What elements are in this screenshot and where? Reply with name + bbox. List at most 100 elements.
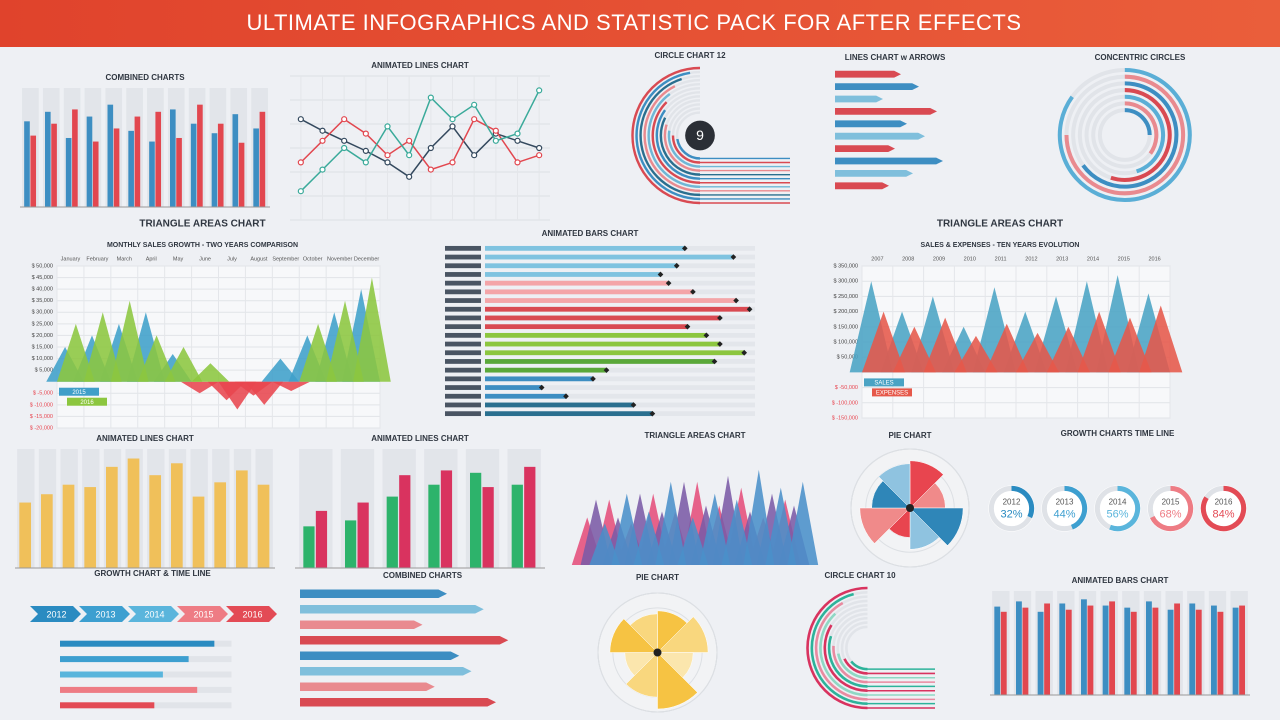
bar-marker bbox=[681, 245, 688, 252]
x-tick-label: May bbox=[173, 256, 184, 262]
point bbox=[384, 123, 391, 130]
arc bbox=[659, 117, 701, 176]
point bbox=[384, 152, 391, 159]
line bbox=[300, 118, 540, 171]
bar-marker bbox=[717, 315, 723, 321]
pie-ring bbox=[597, 592, 718, 713]
chevron-label: 2012 bbox=[46, 609, 66, 619]
panel-title: GROWTH CHARTS TIME LINE bbox=[1061, 429, 1175, 438]
bar bbox=[485, 411, 653, 417]
bar-marker bbox=[717, 341, 723, 347]
bar bbox=[399, 475, 411, 568]
bar bbox=[1016, 601, 1022, 695]
arc bbox=[635, 71, 701, 201]
arrow-bar bbox=[300, 697, 496, 707]
x-tick-label: 2012 bbox=[1025, 256, 1037, 262]
point bbox=[406, 152, 413, 159]
triangle bbox=[83, 312, 122, 382]
legend-tag bbox=[445, 393, 481, 399]
bar-marker bbox=[741, 349, 748, 356]
bar bbox=[482, 487, 494, 568]
bar bbox=[470, 472, 482, 568]
donut-bg bbox=[988, 485, 1035, 532]
bar bbox=[485, 298, 737, 303]
legend-swatch bbox=[864, 378, 904, 387]
y-tick-label: $ 20,000 bbox=[32, 333, 53, 339]
legend-tag bbox=[445, 263, 481, 269]
chevron bbox=[30, 606, 81, 622]
triangle bbox=[611, 493, 643, 565]
arrow-bar bbox=[835, 157, 943, 165]
donut-value: 32% bbox=[1000, 508, 1022, 520]
point bbox=[319, 137, 326, 144]
legend-label: SALES bbox=[874, 380, 893, 386]
header-title: ULTIMATE INFOGRAPHICS AND STATISTIC PACK… bbox=[246, 10, 1021, 35]
bar bbox=[994, 606, 1001, 695]
panel-title: TRIANGLE AREAS CHART bbox=[644, 431, 745, 440]
bar bbox=[485, 272, 661, 277]
triangle bbox=[218, 381, 257, 410]
bar-track bbox=[485, 385, 755, 390]
bar bbox=[60, 671, 163, 678]
panel-title: COMBINED CHARTS bbox=[383, 571, 463, 580]
bar bbox=[149, 141, 155, 207]
arc bbox=[832, 645, 868, 684]
triangle bbox=[245, 381, 284, 405]
y-tick-label: $ 50,000 bbox=[837, 355, 858, 361]
bar-marker bbox=[563, 393, 569, 400]
point bbox=[384, 159, 391, 166]
bar bbox=[45, 111, 51, 207]
donut-year: 2014 bbox=[1109, 498, 1127, 507]
bar bbox=[485, 376, 593, 382]
bar-marker bbox=[657, 271, 664, 278]
bar-marker bbox=[649, 410, 656, 417]
panel-subtitle: MONTHLY SALES GROWTH - TWO YEARS COMPARI… bbox=[107, 242, 298, 249]
bar bbox=[253, 128, 259, 207]
bar bbox=[214, 482, 227, 568]
x-tick-label: August bbox=[250, 256, 268, 262]
triangle bbox=[721, 499, 753, 565]
bar bbox=[1000, 611, 1007, 695]
bar-marker bbox=[711, 358, 718, 365]
triangle bbox=[862, 311, 906, 373]
bar-marker bbox=[733, 297, 739, 304]
arc bbox=[639, 77, 701, 197]
bar bbox=[62, 484, 75, 568]
panel-title: LINES CHART w ARROWS bbox=[845, 53, 946, 62]
bar bbox=[1167, 609, 1174, 695]
triangle bbox=[326, 300, 364, 382]
bar bbox=[113, 128, 120, 207]
bar bbox=[24, 121, 30, 207]
donut-value: 68% bbox=[1159, 508, 1181, 520]
bar bbox=[1059, 603, 1066, 695]
triangle bbox=[1108, 317, 1152, 373]
point bbox=[492, 127, 499, 134]
wedge bbox=[909, 507, 964, 546]
bar bbox=[30, 135, 37, 207]
donut-arc bbox=[1011, 485, 1035, 519]
x-tick-label: March bbox=[117, 256, 132, 262]
bar bbox=[1239, 605, 1246, 695]
triangle bbox=[589, 523, 621, 565]
donut-bg bbox=[1094, 485, 1141, 532]
panel-title: ANIMATED BARS CHART bbox=[542, 229, 639, 238]
point bbox=[427, 166, 434, 173]
y-tick-label: $ 100,000 bbox=[834, 339, 858, 345]
arc bbox=[810, 592, 868, 705]
y-tick-label: $ -15,000 bbox=[30, 414, 53, 420]
point bbox=[297, 116, 304, 123]
x-tick-label: 2010 bbox=[964, 256, 976, 262]
point bbox=[471, 116, 478, 123]
triangle bbox=[954, 335, 998, 373]
bar-track bbox=[485, 393, 755, 399]
point bbox=[471, 152, 478, 159]
legend-tag bbox=[445, 298, 481, 303]
bar bbox=[485, 341, 720, 347]
triangle bbox=[677, 517, 709, 565]
bar bbox=[1232, 607, 1239, 695]
bar bbox=[1130, 611, 1137, 695]
bar bbox=[176, 137, 182, 207]
legend-tag bbox=[445, 315, 481, 321]
bar bbox=[485, 315, 720, 321]
donut-bg bbox=[1147, 485, 1194, 532]
